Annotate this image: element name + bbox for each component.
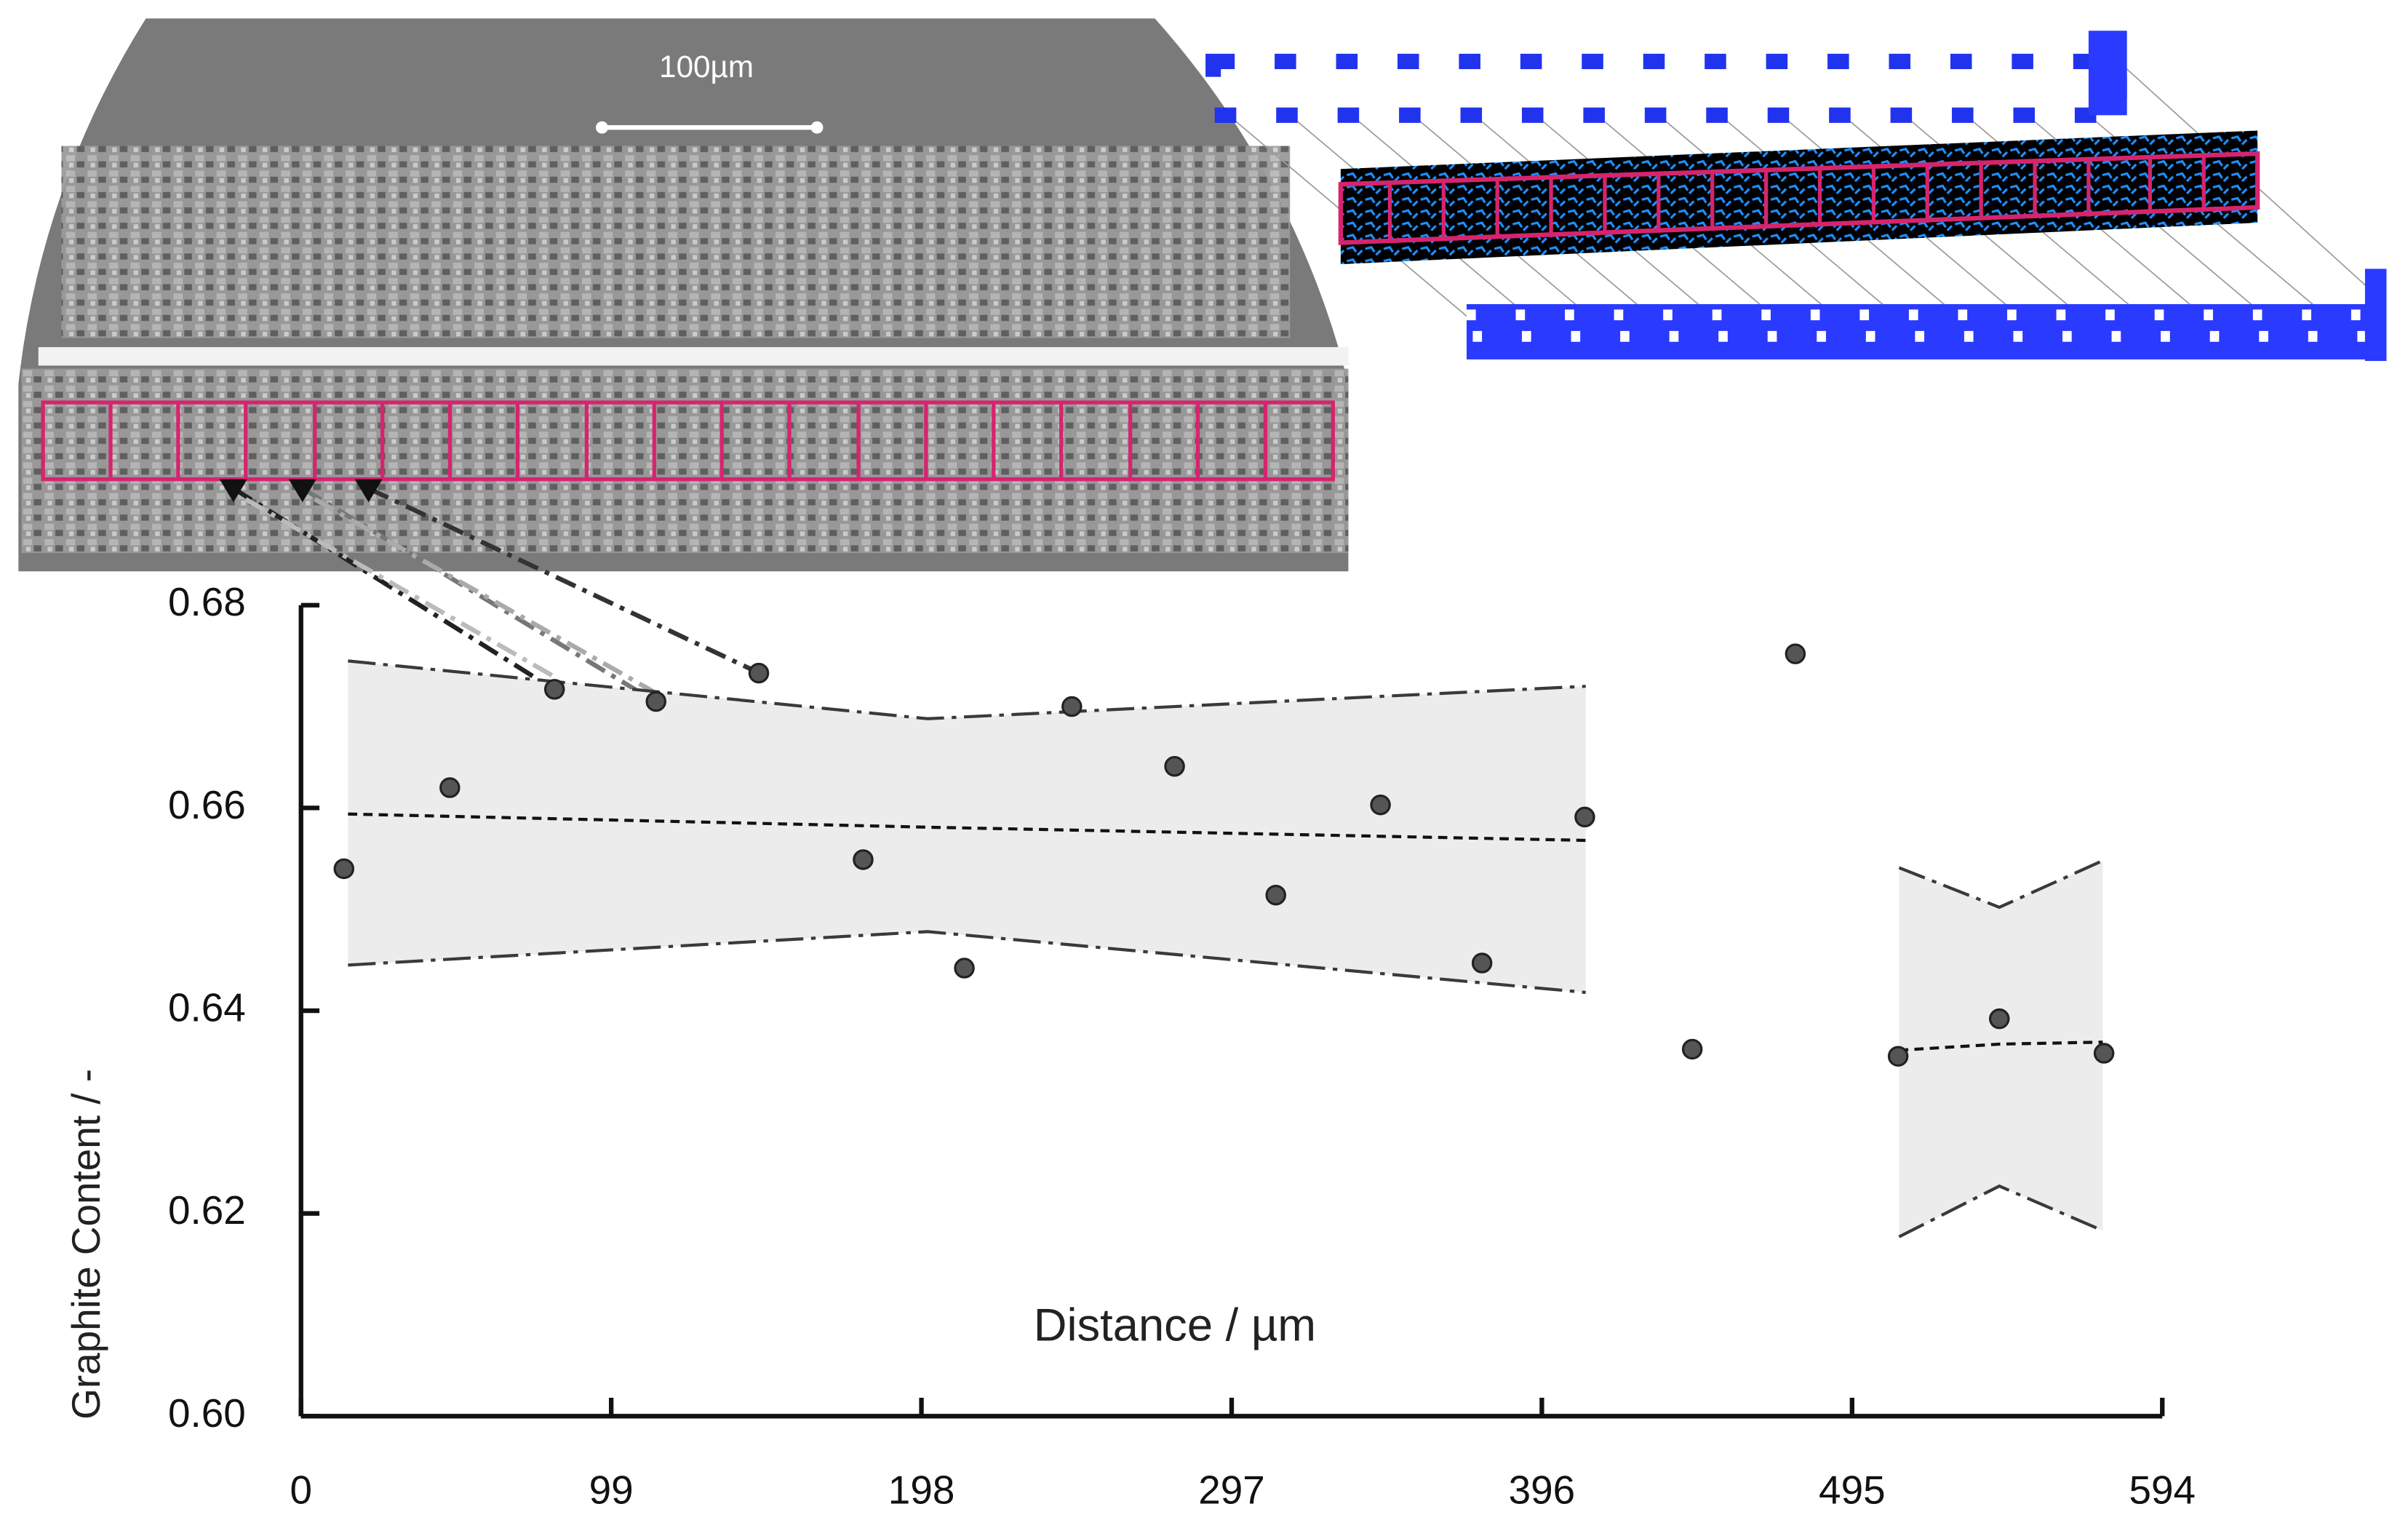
scale-bar-label: 100µm <box>659 49 754 84</box>
fit-line <box>1899 1040 2103 1052</box>
band-bound <box>348 659 1586 720</box>
x-tick-label: 396 <box>1509 1467 1576 1512</box>
y-axis-label: Graphite Content / - <box>63 1069 108 1420</box>
x-tick-label: 198 <box>888 1467 955 1512</box>
data-point <box>1265 884 1286 906</box>
x-tick-label: 594 <box>2129 1467 2196 1512</box>
x-tick-label: 0 <box>290 1467 312 1512</box>
data-point <box>1164 756 1185 777</box>
x-tick-label: 495 <box>1819 1467 1886 1512</box>
data-point <box>853 849 874 870</box>
y-tick-label: 0.64 <box>168 985 246 1030</box>
data-point <box>1471 952 1493 974</box>
data-point <box>645 691 667 712</box>
y-tick-label: 0.66 <box>168 782 246 827</box>
data-point <box>954 958 975 979</box>
sem-image: 100µm <box>18 18 1349 572</box>
y-tick-label: 0.68 <box>168 579 246 624</box>
x-axis-label: Distance / µm <box>1034 1300 1316 1351</box>
band-bound <box>1898 859 2104 910</box>
data-point <box>748 662 770 684</box>
data-point <box>1574 806 1595 828</box>
data-point <box>1370 794 1391 816</box>
x-tick-label: 297 <box>1198 1467 1265 1512</box>
data-point <box>439 777 461 798</box>
y-tick-label: 0.62 <box>168 1187 246 1233</box>
data-point <box>543 679 565 700</box>
data-point <box>1989 1008 2010 1030</box>
data-point <box>2093 1043 2115 1064</box>
fit-line <box>348 812 1586 843</box>
x-tick-label: 99 <box>589 1467 634 1512</box>
voxel-model <box>1205 31 2387 362</box>
y-tick-label: 0.60 <box>168 1390 246 1436</box>
pointer-arrows <box>232 486 760 704</box>
confidence-band <box>1899 860 2103 1237</box>
band-bound <box>348 930 1586 995</box>
band-bound <box>1898 1184 2104 1238</box>
data-point <box>1887 1046 1909 1067</box>
data-point <box>1681 1038 1703 1060</box>
data-point <box>333 858 355 880</box>
plot: 0.60 0.62 0.64 0.66 0.68 0 99 198 297 396 495 594 <box>168 579 2196 1512</box>
data-point <box>1061 696 1083 717</box>
data-point <box>1785 643 1806 664</box>
arrow-heads <box>219 479 383 503</box>
